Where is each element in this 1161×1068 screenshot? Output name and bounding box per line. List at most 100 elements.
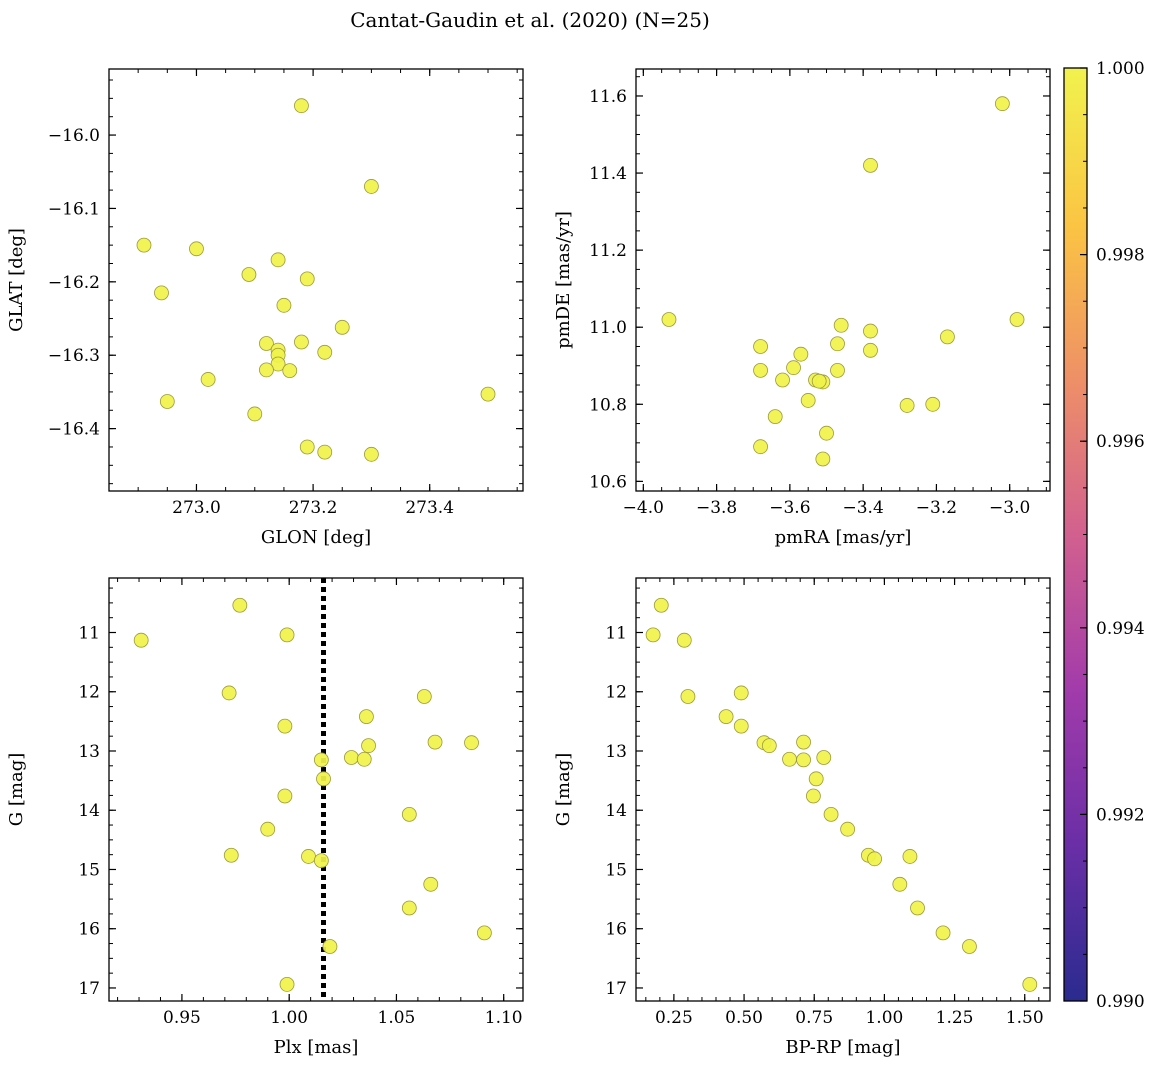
data-point: [753, 362, 768, 378]
data-point: [863, 157, 878, 173]
y-tick-label: −16.3: [48, 346, 100, 366]
y-tick-label: 14: [605, 801, 627, 821]
colorbar: 0.990 0.992 0.994 0.996 0.998 1.000: [1063, 59, 1145, 1012]
x-tick-label: 273.4: [405, 498, 454, 518]
y-tick-label: 10.6: [589, 472, 627, 492]
data-point: [775, 372, 790, 388]
y-tick-label: 11.0: [589, 318, 627, 338]
y-tick-label: 14: [78, 801, 100, 821]
x-tick-label: 273.0: [172, 498, 221, 518]
axes-frame: [108, 68, 524, 492]
y-tick-label: 17: [78, 979, 100, 999]
x-tick-label: 1.25: [936, 1008, 974, 1028]
data-point: [361, 738, 376, 754]
data-point: [317, 344, 333, 360]
data-point: [733, 718, 749, 734]
y-axis-label: pmDE [mas/yr]: [553, 211, 574, 349]
y-tick-label: 11.6: [589, 87, 627, 107]
data-point: [241, 267, 257, 282]
x-tick-label: −3.8: [696, 498, 737, 518]
data-point: [200, 372, 216, 387]
data-point: [294, 98, 309, 114]
data-point: [653, 597, 669, 613]
data-point: [299, 439, 315, 455]
panel-glon-glat: 273.0 273.2 273.4 −16.4 −16.3 −16.2 −16.1 −16.0…: [6, 68, 524, 548]
data-point: [299, 271, 315, 287]
data-point: [676, 632, 692, 648]
panels: 273.0 273.2 273.4 −16.4 −16.3 −16.2 −16.1 −16.0…: [6, 68, 1051, 1058]
data-point: [819, 425, 834, 441]
panel-pmra-pmde: −4.0 −3.8 −3.6 −3.4 −3.2 −3.0 10.6 10.8 11.0 11.2…: [553, 68, 1051, 548]
data-point: [925, 396, 941, 412]
colorbar-tick-label: 0.990: [1096, 992, 1145, 1012]
data-point: [863, 323, 878, 339]
x-axis-label: pmRA [mas/yr]: [775, 527, 912, 548]
data-point: [136, 237, 152, 253]
data-point: [133, 632, 149, 648]
data-point: [189, 241, 204, 257]
data-point: [334, 319, 350, 335]
x-tick-label: 0.75: [795, 1008, 833, 1028]
data-point: [282, 363, 298, 379]
y-tick-label: 11.2: [589, 241, 627, 261]
data-point: [767, 409, 783, 425]
y-tick-label: 17: [605, 979, 627, 999]
data-point: [805, 788, 821, 804]
x-tick-label: 1.50: [1006, 1008, 1044, 1028]
x-axis-label: BP-RP [mag]: [785, 1037, 900, 1058]
colorbar-tick-label: 1.000: [1096, 59, 1145, 79]
y-tick-label: 10.8: [589, 395, 627, 415]
x-tick-label: 1.05: [378, 1008, 416, 1028]
data-point: [277, 718, 293, 734]
data-point: [782, 751, 797, 767]
data-point: [661, 312, 677, 327]
colorbar-tick-label: 0.992: [1096, 805, 1145, 825]
data-point: [863, 342, 878, 358]
y-tick-label: −16.1: [48, 199, 100, 219]
data-point: [645, 627, 661, 643]
data-point: [753, 339, 768, 354]
data-point: [811, 373, 827, 389]
x-tick-label: 0.50: [725, 1008, 763, 1028]
data-point: [808, 771, 824, 787]
data-point: [761, 738, 777, 754]
axes-frame: [108, 577, 524, 1002]
x-tick-label: 1.00: [270, 1008, 308, 1028]
data-point: [259, 362, 274, 378]
data-point: [902, 849, 918, 864]
y-axis-label: GLAT [deg]: [6, 228, 27, 332]
data-point: [867, 851, 882, 867]
data-point: [480, 386, 496, 402]
data-point: [276, 297, 292, 313]
data-point: [322, 939, 338, 954]
data-point: [423, 876, 439, 892]
data-point: [830, 362, 845, 378]
y-tick-label: 16: [78, 920, 100, 940]
data-point: [317, 444, 333, 460]
y-tick-label: 12: [78, 683, 100, 703]
data-point: [356, 751, 372, 767]
y-axis-label: G [mag]: [6, 753, 27, 826]
data-point: [796, 752, 811, 768]
y-tick-label: 13: [78, 742, 100, 762]
colorbar-tick-label: 0.998: [1096, 246, 1145, 266]
data-point: [733, 685, 749, 701]
x-tick-label: −3.0: [989, 498, 1030, 518]
y-tick-label: −16.2: [48, 273, 100, 293]
data-point: [260, 821, 276, 837]
y-tick-label: −16.0: [48, 126, 100, 146]
data-point: [223, 847, 239, 863]
data-point: [154, 285, 169, 301]
data-point: [294, 334, 309, 350]
data-point: [279, 977, 295, 992]
data-point: [259, 336, 274, 351]
data-point: [247, 406, 263, 422]
y-tick-label: 16: [605, 920, 627, 940]
data-point: [815, 451, 831, 467]
colorbar-tick-label: 0.996: [1096, 432, 1145, 452]
y-tick-label: 11.4: [589, 164, 627, 184]
y-tick-label: 15: [605, 860, 627, 880]
data-point: [823, 806, 839, 822]
figure-title: Cantat-Gaudin et al. (2020) (N=25): [350, 8, 710, 32]
axes-frame: [635, 68, 1051, 492]
